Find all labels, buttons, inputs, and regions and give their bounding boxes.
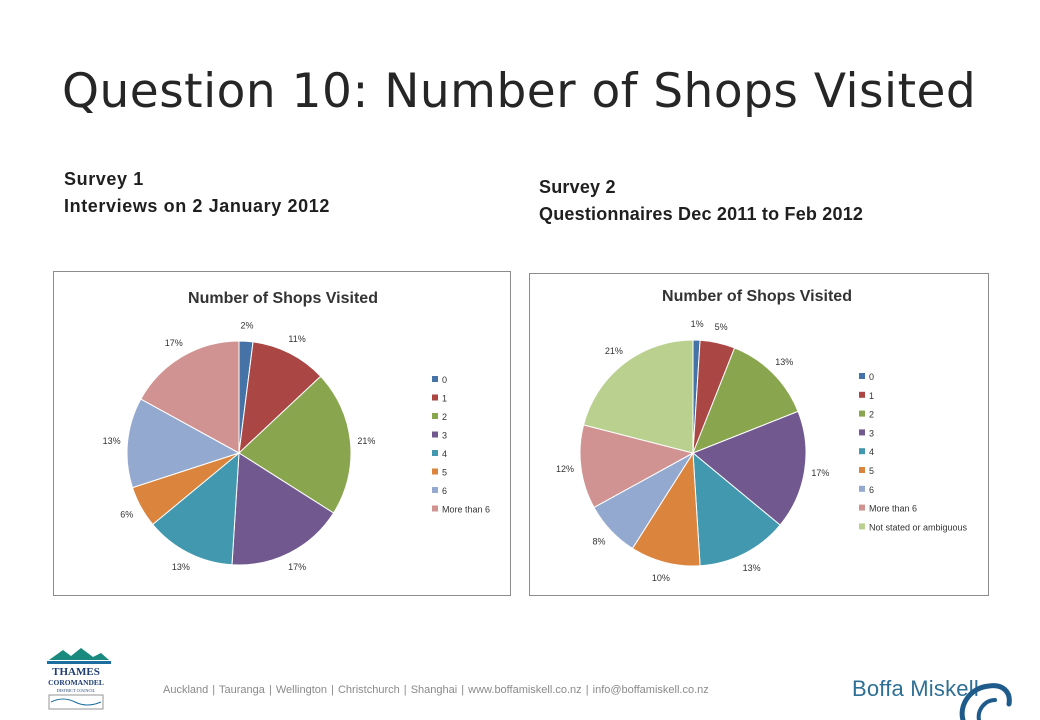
survey1-data-label: 17%: [288, 562, 306, 572]
survey2-data-label: 5%: [715, 322, 728, 332]
survey1-legend-label: 4: [442, 449, 447, 459]
survey2-data-label: 13%: [743, 563, 761, 573]
survey1-legend-swatch: [432, 394, 438, 401]
survey2-legend-label: 4: [869, 447, 874, 457]
survey2-pie-svg: Number of Shops Visited 1% 5% 13% 17% 13% 10% 8…: [556, 288, 968, 583]
svg-text:DISTRICT COUNCIL: DISTRICT COUNCIL: [57, 688, 96, 693]
survey1-legend-swatch: [432, 505, 438, 512]
boffa-miskell-swoosh-icon: [959, 683, 1012, 720]
survey2-legend-label: 0: [869, 372, 874, 382]
survey1-slice-3: [231, 452, 335, 566]
survey2-legend-label: 1: [869, 391, 874, 401]
boffa-miskell-brand: Boffa Miskell: [852, 676, 979, 701]
survey1-data-label: 2%: [240, 320, 253, 330]
survey2-heading: Survey 2 Questionnaires Dec 2011 to Feb …: [539, 174, 863, 228]
survey2-data-label: 17%: [811, 468, 829, 478]
survey1-slice-6: [126, 398, 241, 489]
survey2-legend-swatch: [859, 410, 865, 417]
survey2-legend-swatch: [859, 429, 865, 436]
survey2-legend-label: Not stated or ambiguous: [869, 522, 968, 532]
survey1-slice-4: [151, 451, 240, 566]
survey2-legend-swatch: [859, 467, 865, 473]
survey1-slice-more-than-6: [140, 340, 240, 454]
survey1-data-label: 17%: [165, 338, 183, 348]
survey1-legend-label: 1: [442, 394, 447, 404]
survey2-name: Survey 2: [539, 177, 616, 197]
survey2-slice-4: [692, 451, 781, 567]
survey2-legend-label: 3: [869, 428, 874, 438]
survey1-description: Interviews on 2 January 2012: [64, 196, 330, 216]
svg-text:COROMANDEL: COROMANDEL: [48, 678, 104, 687]
survey2-slice-3: [692, 410, 807, 526]
footer-contact-text: Auckland | Tauranga | Wellington | Chris…: [163, 684, 709, 696]
survey2-data-label: 1%: [691, 319, 704, 329]
survey2-slice-2: [692, 347, 799, 454]
survey1-legend-swatch: [432, 450, 438, 456]
survey1-legend-label: 5: [442, 468, 447, 478]
survey1-legend-swatch: [432, 431, 438, 438]
survey2-data-label: 13%: [775, 357, 793, 367]
survey1-data-label: 13%: [172, 562, 190, 572]
survey2-chart-title: Number of Shops Visited: [662, 288, 852, 305]
survey1-data-label: 21%: [357, 436, 375, 446]
survey1-data-label: 6%: [120, 510, 133, 520]
survey1-pie-chart: Number of Shops Visited 2% 11% 21% 17% 13% 6% 1…: [53, 271, 511, 596]
survey1-slice-1: [238, 341, 322, 455]
survey2-slice-not-stated-or-ambiguous: [582, 339, 694, 454]
survey2-legend-swatch: [859, 504, 865, 511]
survey2-description: Questionnaires Dec 2011 to Feb 2012: [539, 204, 864, 224]
survey2-data-label: 12%: [556, 464, 574, 474]
survey1-slice-2: [238, 375, 352, 514]
survey2-legend-swatch: [859, 523, 865, 530]
survey2-legend-label: 5: [869, 466, 874, 476]
thames-coromandel-logo: THAMES COROMANDEL DISTRICT COUNCIL: [47, 648, 111, 710]
survey1-name: Survey 1: [64, 169, 144, 189]
survey2-pie-chart: Number of Shops Visited 1% 5% 13% 17% 13% 10% 8…: [529, 273, 989, 596]
survey2-legend-swatch: [859, 373, 865, 379]
survey2-legend-label: 2: [869, 410, 874, 420]
survey1-heading: Survey 1 Interviews on 2 January 2012: [64, 166, 330, 220]
survey2-legend-label: More than 6: [869, 504, 917, 514]
survey1-legend-label: 3: [442, 431, 447, 441]
footer: THAMES COROMANDEL DISTRICT COUNCIL Auckl…: [0, 640, 1040, 720]
survey1-legend-label: More than 6: [442, 505, 490, 515]
survey1-data-label: 13%: [103, 436, 121, 446]
survey1-legend-swatch: [432, 376, 438, 382]
survey1-legend-label: 2: [442, 412, 447, 422]
survey1-pie-svg: Number of Shops Visited 2% 11% 21% 17% 13% 6% 1…: [103, 290, 490, 572]
survey1-chart-title: Number of Shops Visited: [188, 290, 378, 307]
survey1-legend-label: 0: [442, 375, 447, 385]
survey1-legend-label: 6: [442, 486, 447, 496]
survey1-legend-swatch: [432, 468, 438, 475]
survey2-data-label: 21%: [605, 346, 623, 356]
survey2-slice-more-than-6: [579, 424, 695, 509]
survey2-legend-swatch: [859, 391, 865, 398]
slide-title: Question 10: Number of Shops Visited: [62, 64, 977, 119]
survey1-legend-swatch: [432, 413, 438, 419]
survey2-legend-swatch: [859, 448, 865, 455]
survey2-data-label: 10%: [652, 573, 670, 583]
svg-text:THAMES: THAMES: [52, 666, 100, 678]
survey1-legend-swatch: [432, 487, 438, 493]
survey2-legend-swatch: [859, 485, 865, 492]
survey2-data-label: 8%: [592, 536, 605, 546]
survey1-data-label: 11%: [288, 334, 305, 344]
survey2-slice-5: [631, 451, 701, 567]
survey2-legend-label: 6: [869, 485, 874, 495]
